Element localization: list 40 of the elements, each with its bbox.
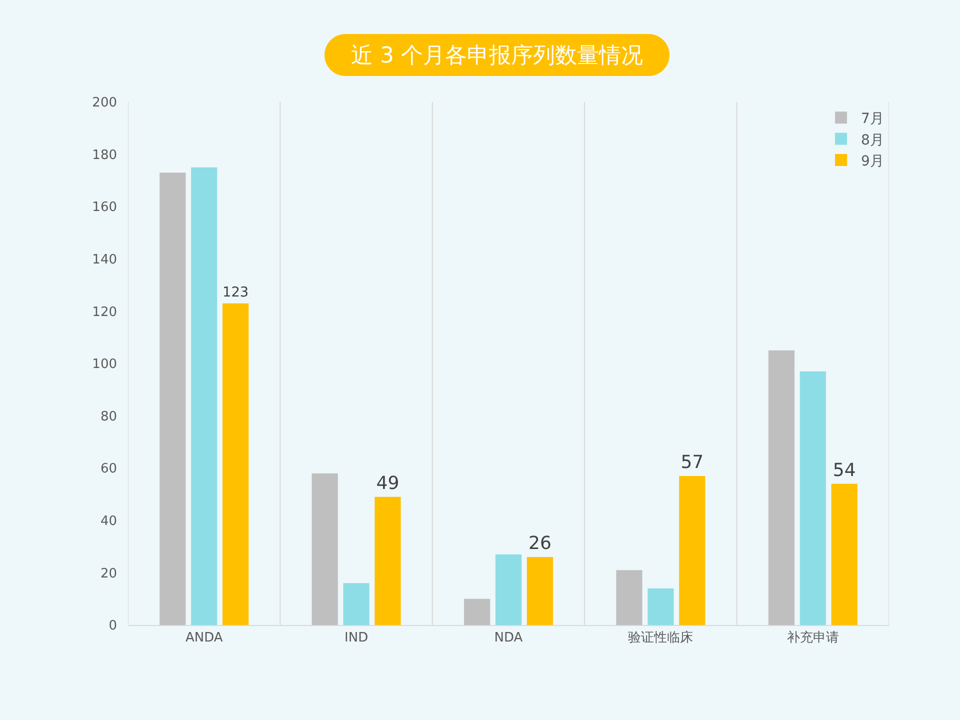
x-tick-label: 补充申请	[786, 630, 839, 646]
y-tick-label: 20	[100, 566, 117, 582]
bar	[312, 473, 338, 625]
legend-label: 8月	[861, 132, 884, 148]
y-tick-label: 40	[100, 514, 117, 529]
bar	[495, 554, 522, 625]
bar	[464, 598, 490, 625]
bar	[160, 172, 186, 625]
y-tick-label: 140	[92, 252, 117, 268]
y-tick-label: 80	[100, 409, 117, 424]
y-tick-label: 200	[92, 96, 117, 111]
bar	[191, 167, 218, 625]
bar	[768, 350, 794, 625]
data-label: 57	[680, 452, 704, 473]
chart-title: 近 3 个月各申报序列数量情况	[351, 44, 643, 69]
y-tick-label: 100	[92, 357, 117, 372]
x-tick-label: IND	[344, 630, 368, 646]
bar	[616, 570, 642, 625]
data-label: 49	[376, 472, 400, 494]
y-tick-label: 60	[100, 462, 117, 477]
y-tick-label: 160	[92, 200, 117, 216]
bar	[526, 557, 554, 625]
y-tick-label: 0	[108, 618, 117, 634]
x-tick-label: 验证性临床	[628, 630, 694, 646]
legend-label: 7月	[861, 111, 884, 128]
y-tick-label: 180	[92, 148, 117, 163]
data-label: 26	[528, 533, 552, 554]
data-label: 123	[222, 284, 249, 301]
bar	[343, 583, 370, 625]
bar	[374, 496, 401, 625]
bar	[648, 588, 674, 625]
bar	[800, 371, 826, 625]
x-tick-label: ANDA	[185, 630, 223, 646]
bar	[222, 303, 249, 625]
y-tick-label: 120	[92, 304, 117, 320]
data-label: 54	[832, 460, 856, 481]
x-tick-label: NDA	[494, 630, 523, 646]
bar	[679, 476, 706, 625]
bar	[831, 484, 858, 625]
legend-label: 9月	[861, 153, 884, 170]
